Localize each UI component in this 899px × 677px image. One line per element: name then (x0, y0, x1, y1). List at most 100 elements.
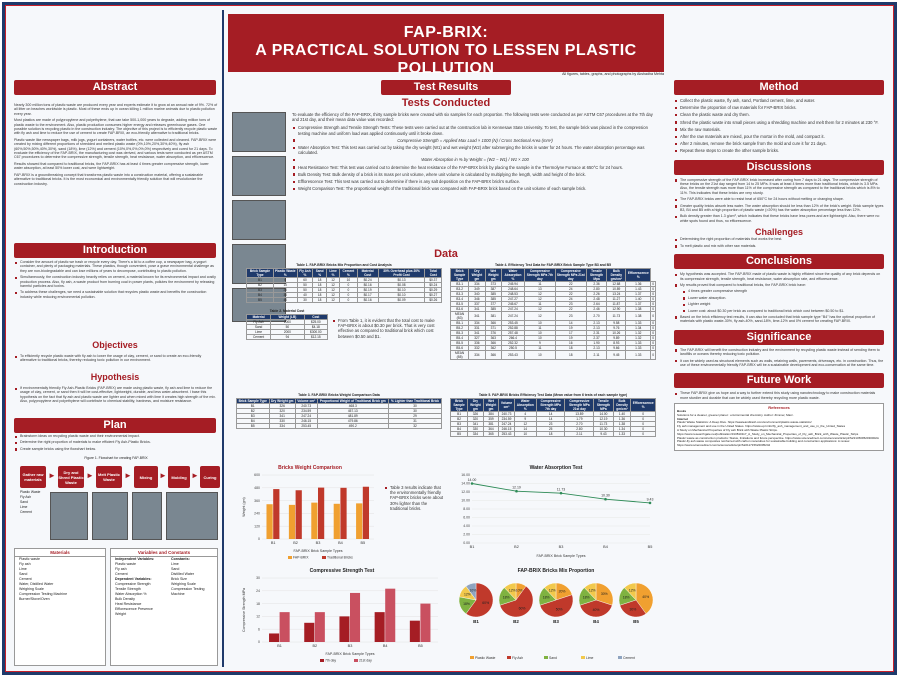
compressive-chart-title: Compressive Strength Test (309, 568, 375, 574)
table-cell: 9.45 (606, 350, 627, 360)
material-item: Cement (19, 577, 32, 581)
bar (273, 489, 280, 539)
table-row: B5-2 331 371 252.88 11 19 2.13 9.76 1.34 0 (449, 325, 656, 331)
table-cell: $0.16 (356, 297, 379, 303)
table-header-cell: Efflorescence % (625, 268, 652, 282)
y-axis-label: Compressive Strength MPa (242, 588, 246, 632)
weight-chart-title: Bricks Weight Comparison (278, 465, 342, 471)
x-tick-label: B1 (277, 644, 282, 648)
flow-material: Fly Ash (20, 495, 32, 499)
pie-slice (584, 582, 597, 601)
table-cell: 18 (554, 350, 587, 360)
table-cell: 10 (513, 431, 537, 437)
table-row: B3-1 334 373 245.94 11 22 2.36 12.68 1.36 0 (449, 281, 656, 287)
pie-slice-label: 18% (503, 595, 510, 599)
photo-raw-materials (50, 492, 88, 540)
table-row: Fly Ash 2000 $25.00 (245, 319, 329, 325)
abstract-heading: Abstract (14, 80, 216, 95)
flow-material: Plastic Waste (20, 490, 41, 494)
weight-note-text: Table 3 results indicate that the enviro… (384, 485, 446, 511)
constant-item: Compression Testing Machine (171, 587, 205, 596)
legend-label: FAP-BRIX (293, 556, 309, 560)
dependent-item: Efflorescence Presence (115, 607, 153, 611)
materials-heading: Materials (15, 549, 105, 557)
reference-link[interactable]: Plastic-fly ash waste composites reinfor… (677, 439, 850, 448)
table-cell: 334 (468, 350, 486, 360)
y-tick-label: 360 (254, 499, 260, 503)
table-cell: 30 (296, 297, 314, 303)
dependent-item: Heat Resistance (115, 602, 142, 606)
table3-grid: Brick Sample Type Dry Weight gm Volume cm³… (236, 398, 442, 429)
reference-link[interactable]: Plastic waste as construction products: … (677, 435, 879, 440)
conclusions-subitem: Lower cost: about $0.30 per brick as com… (682, 309, 884, 313)
dependent-item: Water Absorption % (115, 592, 147, 596)
table-row: MEAN (B5) 334 366 253.43 10 18 2.11 9.45 1.33 0 (449, 350, 656, 360)
table-header-cell: Brick Sample Type (449, 268, 470, 282)
abstract-p1: Nearly 300 million tons of plastic waste… (14, 103, 218, 116)
bar (340, 487, 347, 539)
weight-chart-svg: 0 120 240 360 480 600 B1 B2 B3 B4 B5 FAP-BRIX Brick… (242, 473, 374, 560)
table-cell: 1.38 (625, 311, 652, 321)
test-item: Bulk Density Test: Bulk density of a bri… (292, 172, 658, 177)
cost-note-text: From Table 1, it is evident that the tot… (332, 318, 442, 339)
introduction-item: Simultaneously, the construction industr… (14, 275, 218, 288)
table-cell: B5 (449, 431, 469, 437)
bar (311, 502, 318, 539)
pie-slice-label: 18% (623, 595, 630, 599)
abstract-body: Nearly 300 million tons of plastic waste… (14, 103, 218, 186)
discussions-item: The compressive strength of the FAP-BRIX… (674, 178, 884, 196)
references-internet-label: Internet (677, 416, 689, 421)
left-column: Abstract Nearly 300 million tons of plas… (8, 10, 224, 667)
table-cell: 0 (339, 297, 358, 303)
table5-grid: Brick Sample Type Dry Weight gm Wet Weight… (449, 398, 656, 437)
reference-link[interactable]: Plastic Waste Statistics: A Deep Dive. h… (677, 420, 812, 425)
conclusions-subitem: Lower water absorption. (682, 296, 884, 301)
variables-heading: Variables and Constants (111, 549, 217, 557)
conclusions-subitem: Lighter weight (682, 302, 884, 307)
introduction-list: Consider the amount of plastic we trash … (14, 260, 218, 301)
reference-link[interactable]: A Study on Mechanical Properties of Fly … (677, 427, 859, 436)
table-header-cell: Efflorescence % (630, 398, 656, 412)
y-tick-label: 240 (254, 512, 260, 516)
discussions-item: Greater quality bricks absorb less water… (674, 204, 884, 213)
table-cell: 18 (535, 431, 566, 437)
significance-heading: Significance (674, 329, 884, 345)
flow-mixing: Mixing (134, 466, 158, 488)
legend-swatch (618, 656, 622, 659)
x-axis-label: FAP-BRIX Brick Sample Types (325, 652, 374, 656)
pie-slice-label: 12% (629, 589, 636, 593)
table-cell: $12.15 (303, 334, 329, 340)
table-cell: 381 (484, 311, 502, 321)
table-row: Cement 94 $12.15 (245, 334, 329, 340)
pie-slice-label: 18% (583, 595, 590, 599)
table-cell: 12 (325, 297, 341, 303)
legend-label: Cement (623, 656, 635, 660)
method-item: After 2 minutes, remove the brick sample… (674, 141, 884, 146)
table-header-cell: Cement % (339, 268, 358, 278)
legend-label: Plastic Waste (475, 656, 496, 660)
table-header-cell: Water Absorption % (500, 268, 525, 282)
table-row: B1 326 384 240.73 4 14 13.89 14.00 1.40 0 (449, 411, 656, 417)
bar (279, 612, 290, 642)
bar (266, 504, 273, 539)
x-tick-label: B1 (470, 545, 475, 549)
pie-slice (624, 582, 637, 601)
y-tick-label: 4.00 (463, 524, 470, 528)
challenges-item: Determining the right proportion of mate… (674, 237, 884, 242)
table-cell: $0.09 (377, 297, 426, 303)
table3: Table 3. FAP-BRIX Bricks Weight Comparis… (236, 392, 442, 429)
y-tick-label: 0 (258, 537, 260, 541)
y-tick-label: 0.00 (463, 541, 470, 545)
pie-slice-label: 60% (519, 606, 526, 610)
table-header-cell: Water Absorption % (513, 398, 537, 412)
flow-molding: Molding (168, 466, 190, 488)
reference-link[interactable]: Fly ash management and use in the United… (677, 424, 846, 429)
weight-note: Table 3 results indicate that the enviro… (384, 485, 446, 513)
table-cell: 365 (482, 431, 500, 437)
pie-label: B2 (513, 619, 519, 624)
cost-note: From Table 1, it is evident that the tot… (332, 318, 442, 341)
table-cell: MEAN (B5) (449, 350, 470, 360)
method-item: Repeat these steps to create the other s… (674, 148, 884, 153)
introduction-item: Consider the amount of plastic we trash … (14, 260, 218, 273)
